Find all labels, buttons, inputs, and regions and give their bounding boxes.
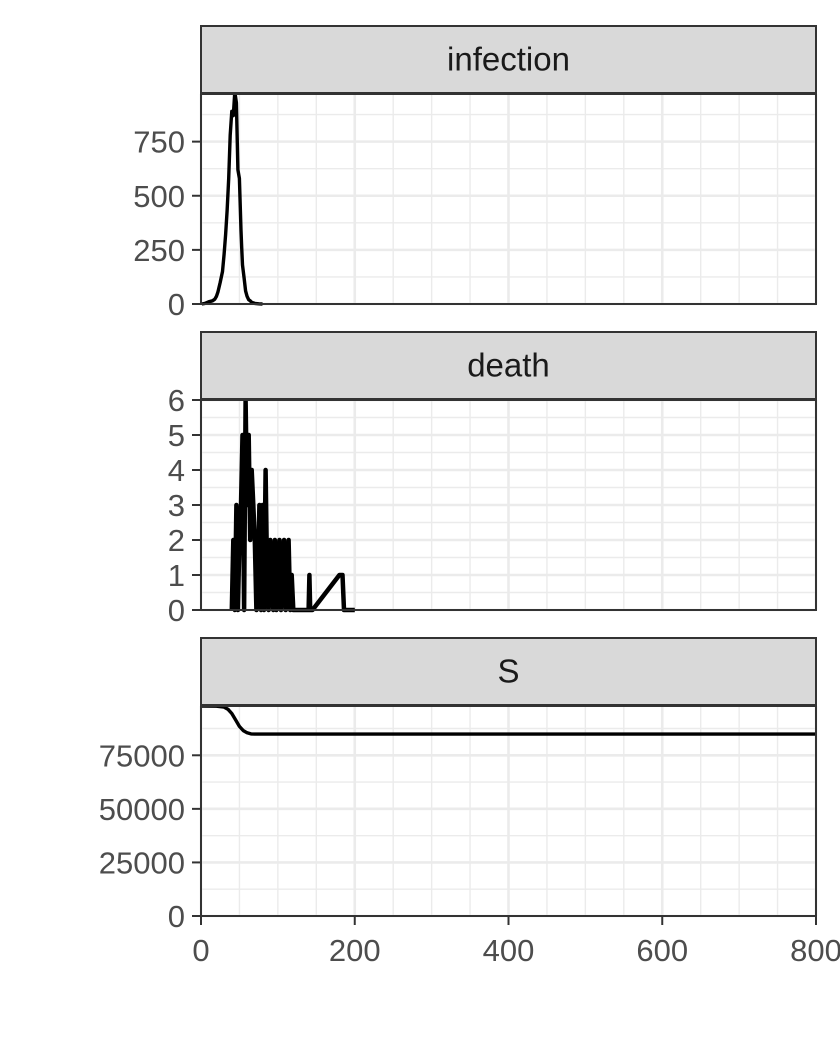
y-tick-label: 0 <box>168 593 185 628</box>
x-tick-label: 400 <box>483 933 535 968</box>
x-tick-label: 800 <box>790 933 840 968</box>
y-tick-label: 1 <box>168 558 185 593</box>
y-tick-label: 0 <box>168 899 185 934</box>
x-tick-label: 200 <box>329 933 381 968</box>
y-tick-label: 3 <box>168 488 185 523</box>
facet-panel-2: S 0 25000 50000 75000 0 200 400 600 800 <box>99 637 840 968</box>
y-tick-label: 50000 <box>99 792 185 827</box>
y-tick-label: 750 <box>133 125 185 160</box>
facet-strip <box>200 637 817 706</box>
y-tick-label: 25000 <box>99 845 185 880</box>
y-tick-label: 0 <box>168 287 185 322</box>
y-tick-label: 6 <box>168 383 185 418</box>
series-line-S <box>200 704 816 736</box>
facet-strip-label: death <box>467 347 550 384</box>
x-tick-label: 600 <box>636 933 688 968</box>
y-tick-label: 500 <box>133 179 185 214</box>
y-tick-label: 75000 <box>99 738 185 773</box>
y-tick-label: 250 <box>133 233 185 268</box>
y-tick-label: 4 <box>168 453 185 488</box>
y-tick-label: 5 <box>168 418 185 453</box>
y-tick-label: 2 <box>168 523 185 558</box>
x-tick-label: 0 <box>192 933 209 968</box>
facet-panel-0: infection 0 250 500 750 <box>133 25 818 322</box>
facet-strip-label: S <box>497 653 519 690</box>
facet-strip-label: infection <box>447 41 570 78</box>
facet-strip <box>200 25 817 94</box>
facet-strip <box>200 331 817 400</box>
series-line-infection <box>201 90 263 306</box>
